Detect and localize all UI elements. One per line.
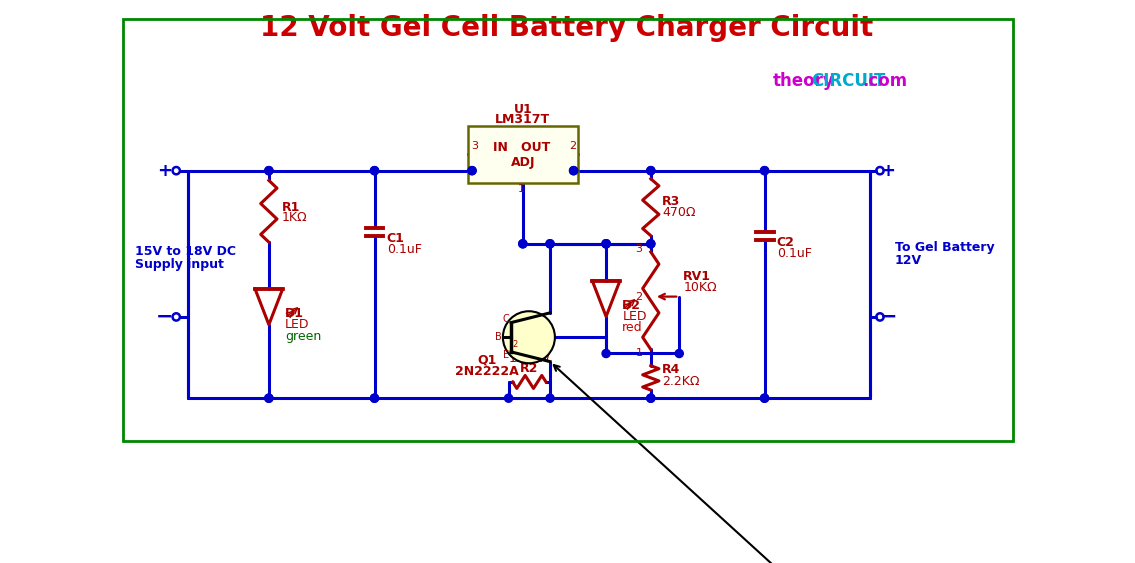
Text: RV1: RV1	[683, 270, 712, 283]
Text: To Gel Battery: To Gel Battery	[894, 242, 994, 254]
Text: 0.1uF: 0.1uF	[776, 247, 812, 260]
Circle shape	[370, 394, 379, 402]
Circle shape	[647, 394, 655, 402]
Text: E: E	[503, 350, 510, 360]
Text: 0.1uF: 0.1uF	[387, 243, 421, 256]
Circle shape	[675, 350, 683, 358]
Circle shape	[503, 311, 555, 363]
Text: C1: C1	[387, 231, 404, 244]
Text: 12 Volt Gel Cell Battery Charger Circuit: 12 Volt Gel Cell Battery Charger Circuit	[260, 15, 874, 42]
Text: 10KΩ: 10KΩ	[683, 281, 717, 294]
Circle shape	[264, 394, 272, 402]
Circle shape	[519, 240, 527, 248]
Circle shape	[264, 167, 272, 175]
Text: 470Ω: 470Ω	[662, 207, 696, 220]
Text: .com: .com	[863, 72, 907, 90]
Text: 1Ω/2W: 1Ω/2W	[508, 351, 550, 364]
Text: red: red	[622, 321, 642, 334]
Text: ADJ: ADJ	[511, 156, 535, 169]
Circle shape	[760, 394, 768, 402]
Circle shape	[370, 167, 379, 175]
Circle shape	[647, 167, 655, 175]
Text: B: B	[495, 332, 502, 342]
Text: Supply input: Supply input	[135, 258, 224, 271]
Circle shape	[760, 167, 768, 175]
Circle shape	[468, 167, 476, 175]
Text: green: green	[285, 329, 321, 342]
Circle shape	[370, 394, 379, 402]
Text: R4: R4	[662, 363, 681, 376]
Circle shape	[760, 394, 768, 402]
Circle shape	[647, 240, 655, 248]
Circle shape	[760, 167, 768, 175]
Text: IN   OUT: IN OUT	[493, 141, 549, 154]
Text: 12V: 12V	[894, 253, 922, 266]
Circle shape	[505, 394, 513, 402]
Circle shape	[546, 394, 554, 402]
Text: R1: R1	[281, 201, 301, 214]
Text: 2: 2	[636, 292, 642, 302]
Text: C2: C2	[776, 236, 794, 249]
Text: LED: LED	[622, 310, 647, 323]
Text: CIRCUIT: CIRCUIT	[810, 72, 885, 90]
Text: +: +	[158, 162, 173, 180]
Text: LM317T: LM317T	[495, 113, 550, 126]
Circle shape	[468, 167, 476, 175]
Text: 3: 3	[471, 141, 478, 151]
Text: 1: 1	[518, 184, 524, 194]
Text: 1KΩ: 1KΩ	[281, 211, 308, 224]
Text: +: +	[881, 162, 896, 180]
Circle shape	[264, 167, 272, 175]
Circle shape	[602, 350, 611, 358]
Text: −: −	[880, 307, 897, 327]
Circle shape	[519, 240, 527, 248]
Text: −: −	[157, 307, 174, 327]
Circle shape	[570, 167, 578, 175]
Circle shape	[370, 167, 379, 175]
Circle shape	[602, 240, 611, 248]
Text: 2.2KΩ: 2.2KΩ	[662, 374, 699, 387]
Circle shape	[546, 240, 554, 248]
Text: U1: U1	[513, 103, 532, 116]
Text: 3: 3	[636, 244, 642, 254]
Text: 1: 1	[636, 348, 642, 358]
Text: 2: 2	[570, 141, 577, 151]
Circle shape	[602, 240, 611, 248]
Text: C: C	[503, 314, 510, 324]
Text: Q1: Q1	[477, 354, 496, 367]
Circle shape	[570, 167, 578, 175]
Text: D1: D1	[285, 307, 304, 320]
Text: 2N2222A: 2N2222A	[455, 365, 519, 378]
Text: theory: theory	[773, 72, 834, 90]
Text: D2: D2	[622, 298, 641, 312]
Circle shape	[602, 240, 611, 248]
Text: R3: R3	[662, 195, 680, 208]
Text: 15V to 18V DC: 15V to 18V DC	[135, 245, 236, 258]
FancyBboxPatch shape	[468, 126, 578, 183]
Circle shape	[647, 240, 655, 248]
Text: R2: R2	[520, 363, 538, 376]
Circle shape	[546, 240, 554, 248]
Text: 2: 2	[513, 341, 518, 350]
Circle shape	[647, 167, 655, 175]
Text: LED: LED	[285, 318, 310, 331]
Circle shape	[647, 394, 655, 402]
Circle shape	[264, 394, 272, 402]
